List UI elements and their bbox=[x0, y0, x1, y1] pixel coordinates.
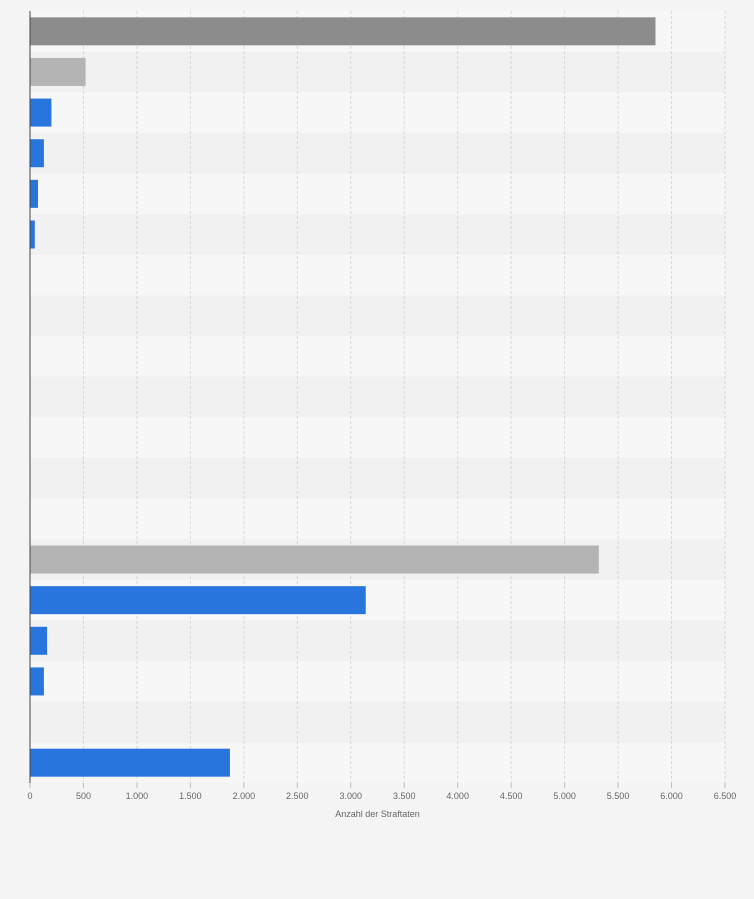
x-tick-label: 6.000 bbox=[660, 791, 683, 801]
x-tick-label: 4.000 bbox=[446, 791, 469, 801]
row-band bbox=[30, 620, 725, 662]
row-band bbox=[30, 173, 725, 215]
row-band bbox=[30, 376, 725, 418]
bar bbox=[30, 179, 39, 208]
row-band bbox=[30, 457, 725, 499]
x-tick-label: 4.500 bbox=[500, 791, 523, 801]
row-band bbox=[30, 336, 725, 377]
row-band bbox=[30, 295, 725, 337]
x-tick-label: 5.500 bbox=[607, 791, 630, 801]
row-band bbox=[30, 498, 725, 540]
x-tick-label: 1.000 bbox=[126, 791, 149, 801]
bar bbox=[30, 626, 48, 655]
x-tick-label: 5.000 bbox=[553, 791, 576, 801]
bar bbox=[30, 748, 230, 777]
row-band bbox=[30, 92, 725, 133]
bar bbox=[30, 57, 86, 86]
bar bbox=[30, 220, 35, 249]
row-band bbox=[30, 661, 725, 702]
bar bbox=[30, 667, 44, 696]
bar bbox=[30, 98, 52, 127]
x-tick-label: 6.500 bbox=[714, 791, 737, 801]
x-tick-label: 500 bbox=[76, 791, 91, 801]
bar bbox=[30, 139, 44, 168]
row-band bbox=[30, 254, 725, 296]
x-tick-label: 0 bbox=[27, 791, 32, 801]
x-tick-label: 2.500 bbox=[286, 791, 309, 801]
row-band bbox=[30, 417, 725, 458]
x-tick-label: 3.000 bbox=[340, 791, 363, 801]
row-band bbox=[30, 701, 725, 743]
bar bbox=[30, 17, 656, 46]
x-axis-title: Anzahl der Straftaten bbox=[335, 809, 420, 819]
row-band bbox=[30, 214, 725, 255]
bar bbox=[30, 545, 599, 574]
x-tick-label: 3.500 bbox=[393, 791, 416, 801]
bar bbox=[30, 586, 366, 615]
x-tick-label: 2.000 bbox=[233, 791, 256, 801]
row-band bbox=[30, 51, 725, 93]
row-band bbox=[30, 132, 725, 174]
x-tick-label: 1.500 bbox=[179, 791, 202, 801]
